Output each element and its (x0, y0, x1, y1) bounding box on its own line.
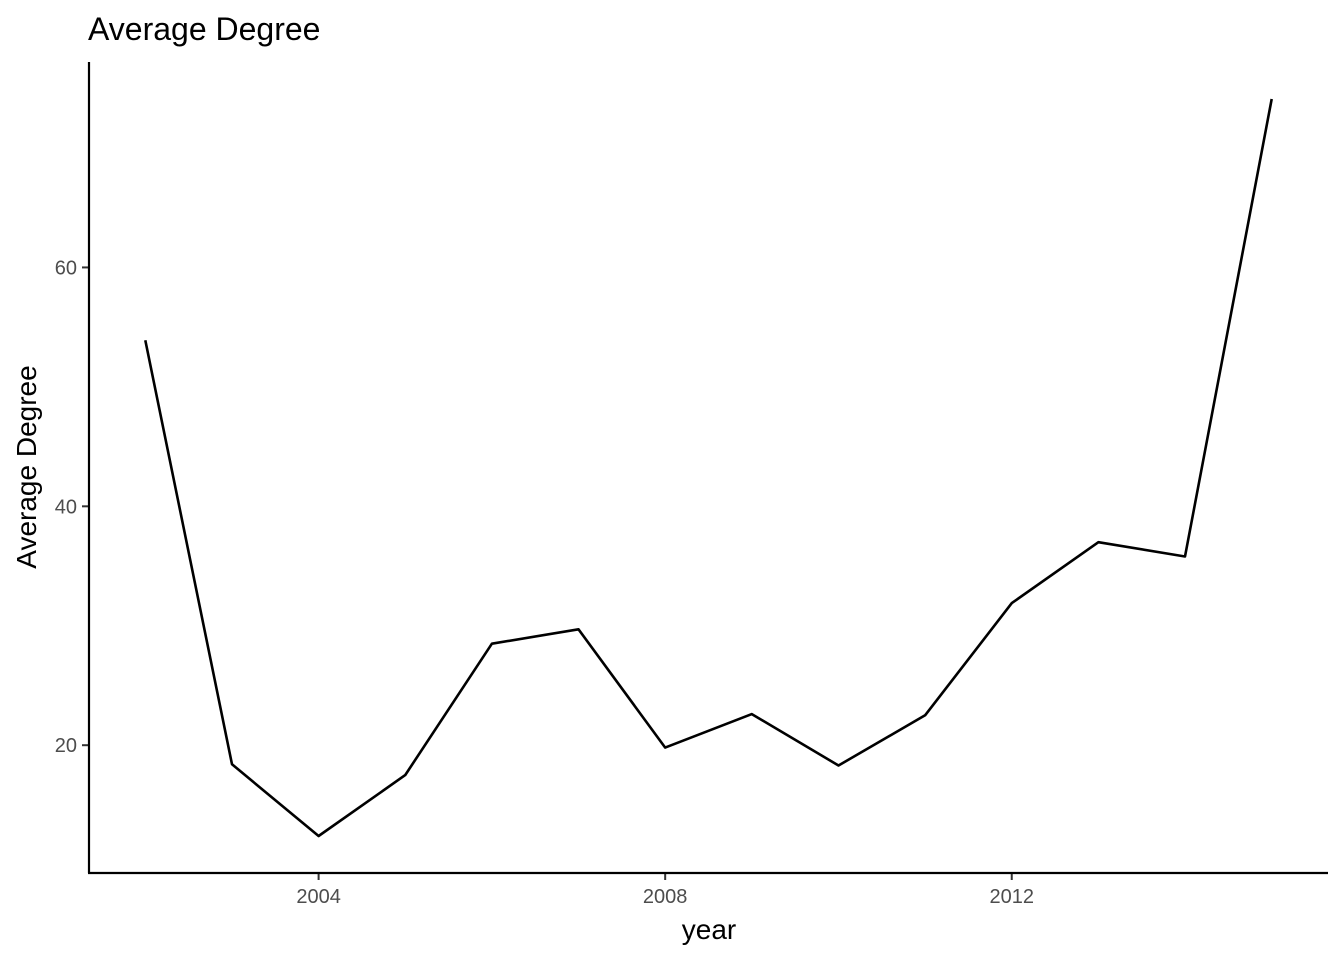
y-tick-label: 40 (55, 496, 77, 518)
y-tick-label: 60 (55, 257, 77, 279)
y-tick-label: 20 (55, 735, 77, 757)
series-line (144, 98, 1273, 838)
x-tick-label: 2004 (296, 886, 341, 908)
y-axis-title: Average Degree (11, 365, 42, 568)
y-axis-ticks: 20 40 60 (55, 257, 89, 757)
chart-title: Average Degree (88, 11, 320, 47)
x-tick-label: 2008 (643, 886, 688, 908)
x-axis-title: year (682, 914, 736, 945)
x-tick-label: 2012 (990, 886, 1035, 908)
x-axis-ticks: 2004 2008 2012 (296, 873, 1034, 908)
